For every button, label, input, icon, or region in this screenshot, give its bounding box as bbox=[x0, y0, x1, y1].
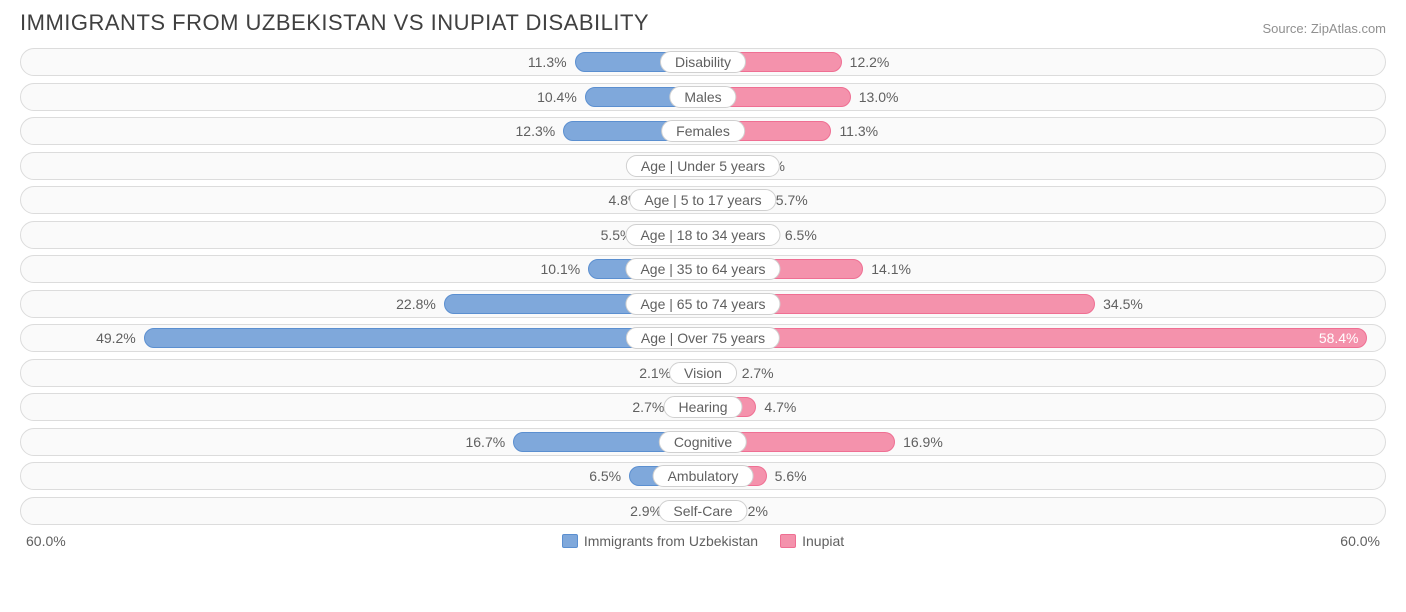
value-label-left: 12.3% bbox=[516, 118, 556, 146]
legend-swatch-right bbox=[780, 534, 796, 548]
value-label-left: 10.4% bbox=[537, 84, 577, 112]
category-label: Disability bbox=[660, 51, 746, 73]
axis-max-right: 60.0% bbox=[1340, 533, 1380, 549]
value-label-right: 11.3% bbox=[839, 118, 878, 146]
value-label-left: 49.2% bbox=[96, 325, 136, 353]
category-label: Age | 65 to 74 years bbox=[625, 293, 780, 315]
chart-row: 4.8%5.7%Age | 5 to 17 years bbox=[20, 186, 1386, 214]
chart-row: 22.8% 34.5% Age | 65 to 74 years bbox=[20, 290, 1386, 318]
value-label-right: 16.9% bbox=[903, 429, 943, 457]
chart-row: 10.4% 13.0% Males bbox=[20, 83, 1386, 111]
category-label: Age | 5 to 17 years bbox=[629, 189, 776, 211]
chart-title: IMMIGRANTS FROM UZBEKISTAN VS INUPIAT DI… bbox=[20, 10, 649, 36]
chart-footer: 60.0% Immigrants from Uzbekistan Inupiat… bbox=[0, 531, 1406, 549]
bar-left bbox=[144, 328, 703, 348]
axis-max-left: 60.0% bbox=[26, 533, 66, 549]
legend-label-left: Immigrants from Uzbekistan bbox=[584, 533, 758, 549]
category-label: Hearing bbox=[663, 396, 742, 418]
chart-row: 2.1% 2.7%Vision bbox=[20, 359, 1386, 387]
legend-swatch-left bbox=[562, 534, 578, 548]
value-label-left: 10.1% bbox=[541, 256, 581, 284]
chart-source: Source: ZipAtlas.com bbox=[1262, 21, 1386, 36]
category-label: Age | Over 75 years bbox=[626, 327, 780, 349]
category-label: Vision bbox=[669, 362, 737, 384]
chart-row: 0.85%3.7%Age | Under 5 years bbox=[20, 152, 1386, 180]
chart-row: 5.5%6.5%Age | 18 to 34 years bbox=[20, 221, 1386, 249]
category-label: Females bbox=[661, 120, 745, 142]
value-label-left: 11.3% bbox=[528, 49, 567, 77]
legend: Immigrants from Uzbekistan Inupiat bbox=[562, 533, 844, 549]
category-label: Cognitive bbox=[659, 431, 747, 453]
value-label-left: 6.5% bbox=[589, 463, 621, 491]
value-label-right: 4.7% bbox=[764, 394, 796, 422]
value-label-right: 5.6% bbox=[775, 463, 807, 491]
value-label-right: 12.2% bbox=[850, 49, 890, 77]
value-label-right: 5.7% bbox=[776, 187, 808, 215]
chart-row: 2.9%2.2%Self-Care bbox=[20, 497, 1386, 525]
value-label-right: 2.7% bbox=[742, 360, 774, 388]
value-label-left: 2.9% bbox=[630, 498, 662, 526]
category-label: Age | Under 5 years bbox=[626, 155, 780, 177]
legend-item-right: Inupiat bbox=[780, 533, 844, 549]
value-label-left: 2.7% bbox=[632, 394, 664, 422]
value-label-right: 13.0% bbox=[859, 84, 899, 112]
chart-row: 11.3% 12.2% Disability bbox=[20, 48, 1386, 76]
value-label-right: 14.1% bbox=[871, 256, 911, 284]
category-label: Age | 18 to 34 years bbox=[625, 224, 780, 246]
chart-row: 16.7% 16.9% Cognitive bbox=[20, 428, 1386, 456]
value-label-left: 22.8% bbox=[396, 291, 436, 319]
category-label: Age | 35 to 64 years bbox=[625, 258, 780, 280]
chart-row: 12.3% 11.3% Females bbox=[20, 117, 1386, 145]
value-label-left: 16.7% bbox=[465, 429, 505, 457]
butterfly-chart: 11.3% 12.2% Disability 10.4% 13.0% Males 12.3%… bbox=[0, 44, 1406, 525]
chart-row: 10.1% 14.1% Age | 35 to 64 years bbox=[20, 255, 1386, 283]
bar-right bbox=[703, 328, 1367, 348]
chart-header: IMMIGRANTS FROM UZBEKISTAN VS INUPIAT DI… bbox=[0, 0, 1406, 44]
value-label-right: 58.4% bbox=[1319, 325, 1359, 353]
value-label-right: 34.5% bbox=[1103, 291, 1143, 319]
category-label: Males bbox=[669, 86, 736, 108]
category-label: Self-Care bbox=[658, 500, 747, 522]
chart-row: 49.2% 58.4% Age | Over 75 years bbox=[20, 324, 1386, 352]
category-label: Ambulatory bbox=[653, 465, 754, 487]
legend-item-left: Immigrants from Uzbekistan bbox=[562, 533, 758, 549]
chart-row: 2.7% 4.7% Hearing bbox=[20, 393, 1386, 421]
chart-row: 6.5% 5.6% Ambulatory bbox=[20, 462, 1386, 490]
value-label-left: 2.1% bbox=[639, 360, 671, 388]
value-label-right: 6.5% bbox=[785, 222, 817, 250]
legend-label-right: Inupiat bbox=[802, 533, 844, 549]
